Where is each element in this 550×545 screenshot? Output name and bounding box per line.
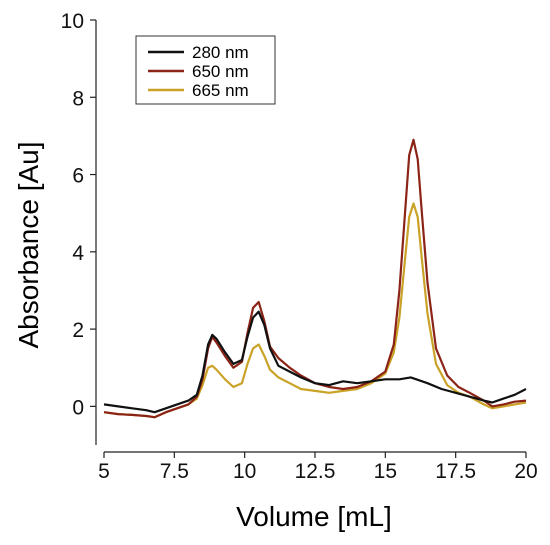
y-tick-label: 0	[72, 396, 84, 419]
y-ticks: 0 2 4 6 8 10	[61, 10, 96, 419]
y-tick-label: 2	[72, 319, 84, 342]
y-tick-label: 4	[72, 242, 84, 265]
y-tick-label: 8	[72, 87, 84, 110]
x-tick-label: 17.5	[435, 460, 476, 483]
series-line-280-nm	[103, 310, 527, 414]
series-line-665-nm	[103, 202, 527, 419]
legend-label: 665 nm	[192, 81, 249, 100]
plot-area: 0 2 4 6 8 10 5 7.5 10 12.5 15 17.5 20	[61, 10, 538, 483]
legend-label: 280 nm	[192, 43, 249, 62]
x-tick-label: 5	[98, 460, 110, 483]
x-tick-label: 7.5	[160, 460, 189, 483]
x-tick-label: 15	[374, 460, 397, 483]
legend-label: 650 nm	[192, 62, 249, 81]
series-line-650-nm	[103, 138, 527, 419]
x-axis-title: Volume [mL]	[236, 501, 392, 532]
x-ticks: 5 7.5 10 12.5 15 17.5 20	[98, 452, 538, 483]
x-tick-label: 20	[514, 460, 537, 483]
series-lines	[103, 138, 527, 419]
x-tick-label: 12.5	[295, 460, 336, 483]
y-tick-label: 6	[72, 165, 84, 188]
y-axis-title: Absorbance [Au]	[13, 141, 44, 348]
x-tick-label: 10	[233, 460, 256, 483]
y-tick-label: 10	[61, 10, 84, 33]
